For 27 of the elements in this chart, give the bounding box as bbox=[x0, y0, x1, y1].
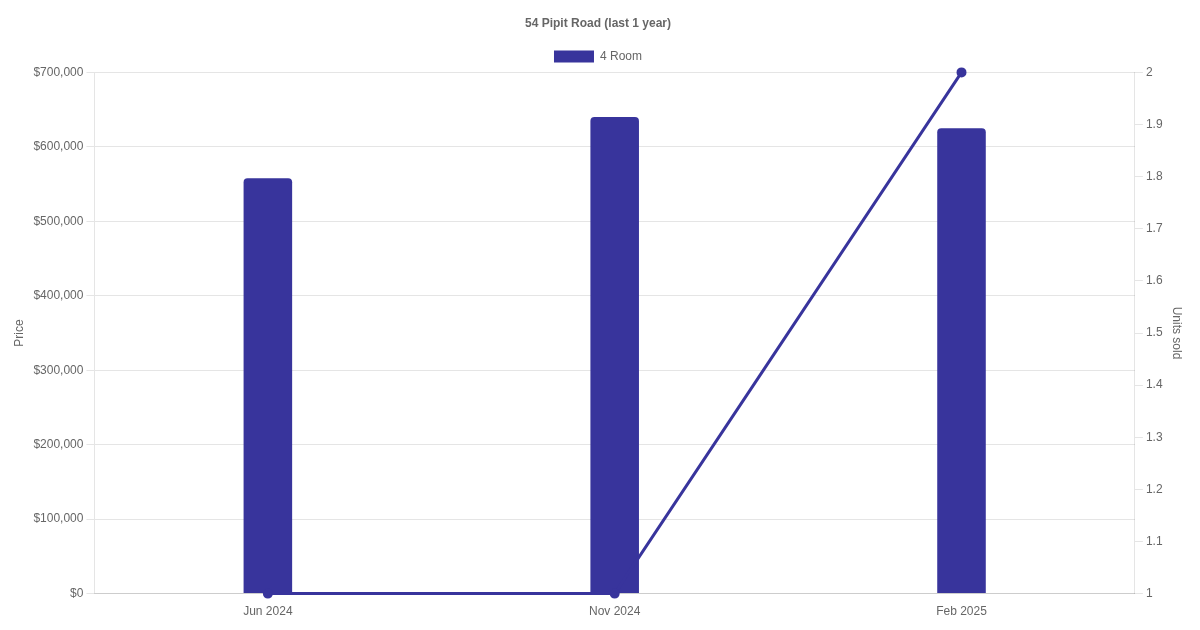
y-axis-title: Price bbox=[11, 319, 26, 347]
y2-tick-label: 1.4 bbox=[1145, 377, 1163, 392]
x-tick-label: Feb 2025 bbox=[936, 604, 988, 619]
y-tick-label: $300,000 bbox=[33, 362, 84, 377]
y-tick-label: $700,000 bbox=[33, 64, 84, 79]
x-tick-label: Jun 2024 bbox=[243, 604, 293, 619]
y-tick-label: $500,000 bbox=[33, 213, 84, 228]
chart-title: 54 Pipit Road (last 1 year) bbox=[524, 15, 672, 30]
y2-tick-label: 1.9 bbox=[1145, 116, 1163, 131]
bar bbox=[937, 128, 986, 594]
x-tick-label: Nov 2024 bbox=[589, 604, 641, 619]
y-tick-label: $200,000 bbox=[33, 437, 84, 451]
y2-tick-label: 1.6 bbox=[1145, 273, 1163, 288]
y2-tick-label: 1 bbox=[1145, 585, 1153, 600]
y-tick-label: $0 bbox=[70, 585, 84, 600]
y-tick-label: $100,000 bbox=[33, 511, 84, 526]
y2-tick-label: 2 bbox=[1145, 64, 1153, 79]
y2-tick-label: 1.5 bbox=[1145, 325, 1163, 340]
y2-tick-label: 1.3 bbox=[1145, 429, 1163, 444]
y2-tick-label: 1.8 bbox=[1145, 168, 1163, 183]
y2-tick-label: 1.2 bbox=[1145, 481, 1163, 496]
y-tick-label: $400,000 bbox=[33, 288, 84, 303]
y2-axis-title: Units sold bbox=[1170, 306, 1185, 360]
y2-tick-label: 1.1 bbox=[1145, 533, 1163, 548]
legend-label: 4 Room bbox=[599, 48, 643, 63]
y-tick-label: $600,000 bbox=[33, 139, 84, 154]
y2-tick-label: 1.7 bbox=[1145, 221, 1163, 236]
